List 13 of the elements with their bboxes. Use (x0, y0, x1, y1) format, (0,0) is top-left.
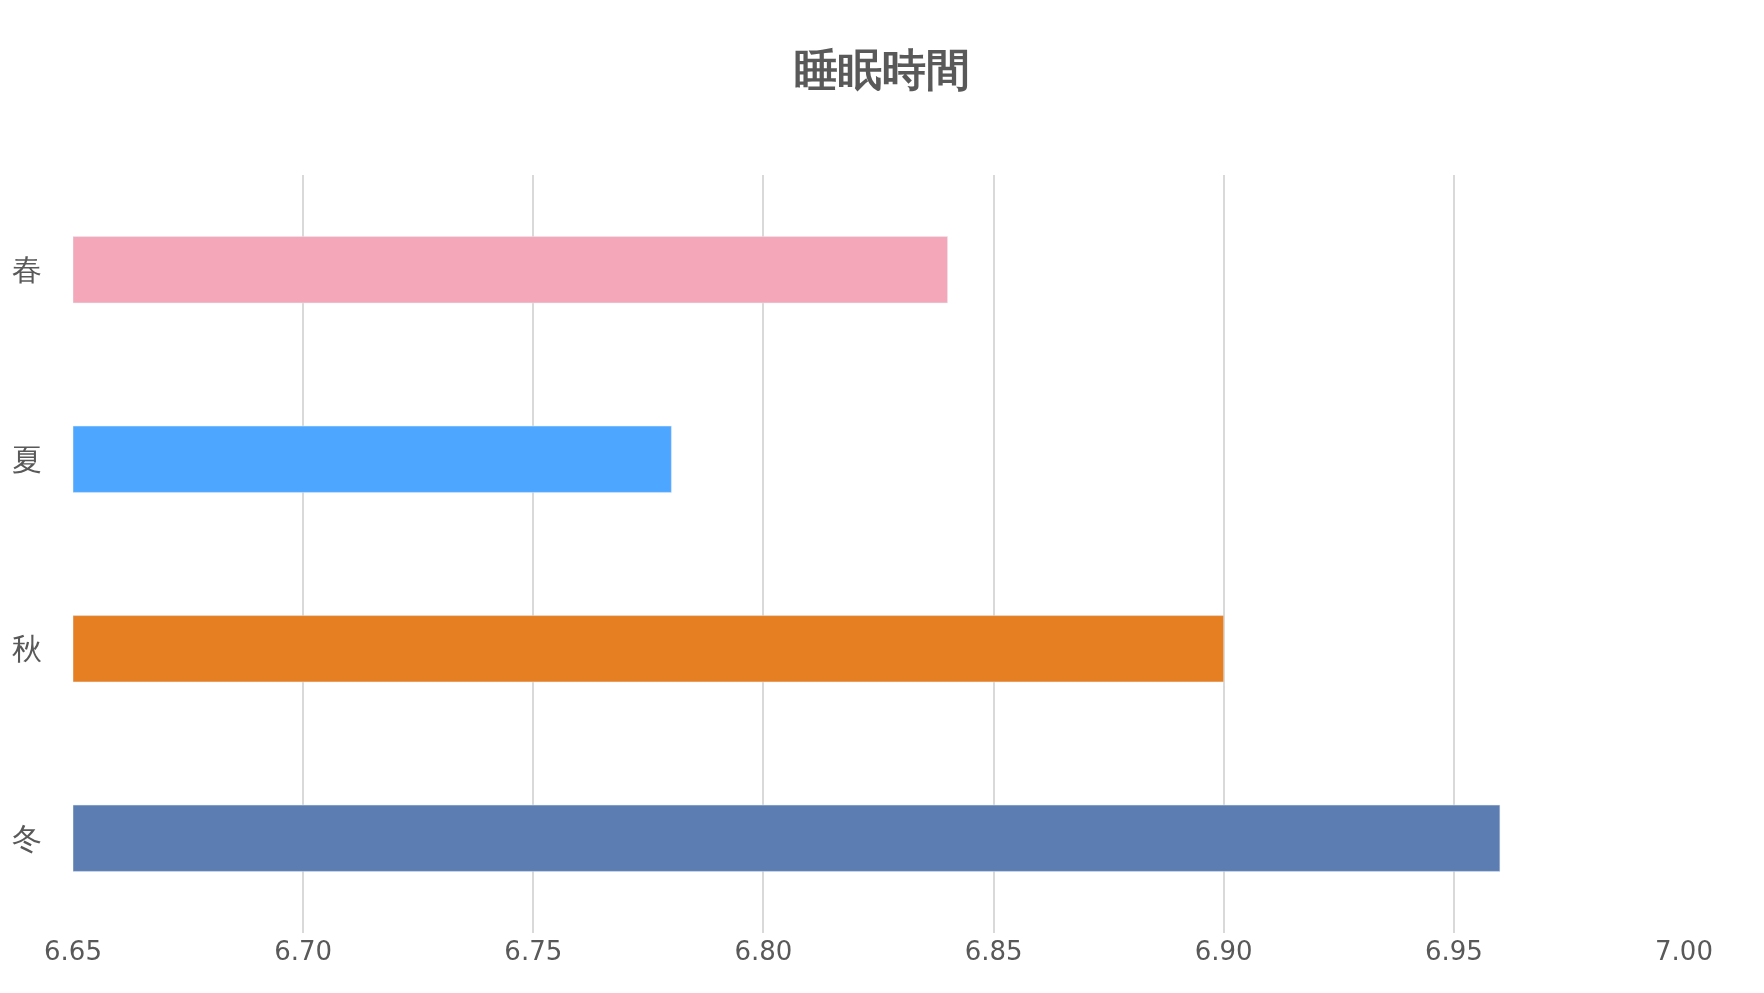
x-tick-label: 6.65 (44, 936, 102, 966)
y-tick-label: 夏 (12, 441, 42, 477)
x-tick-label: 6.75 (504, 936, 563, 966)
x-tick-label: 6.85 (964, 936, 1023, 966)
x-tick-label: 7.00 (1655, 936, 1713, 966)
chart-title: 睡眠時間 (794, 43, 970, 95)
x-tick-label: 6.95 (1424, 936, 1483, 966)
y-tick-label: 冬 (12, 820, 42, 856)
x-tick-label: 6.80 (734, 936, 793, 966)
y-tick-label: 秋 (12, 631, 42, 667)
x-tick-label: 6.90 (1194, 936, 1253, 966)
y-tick-label: 春 (12, 252, 42, 288)
x-tick-label: 6.70 (274, 936, 333, 966)
